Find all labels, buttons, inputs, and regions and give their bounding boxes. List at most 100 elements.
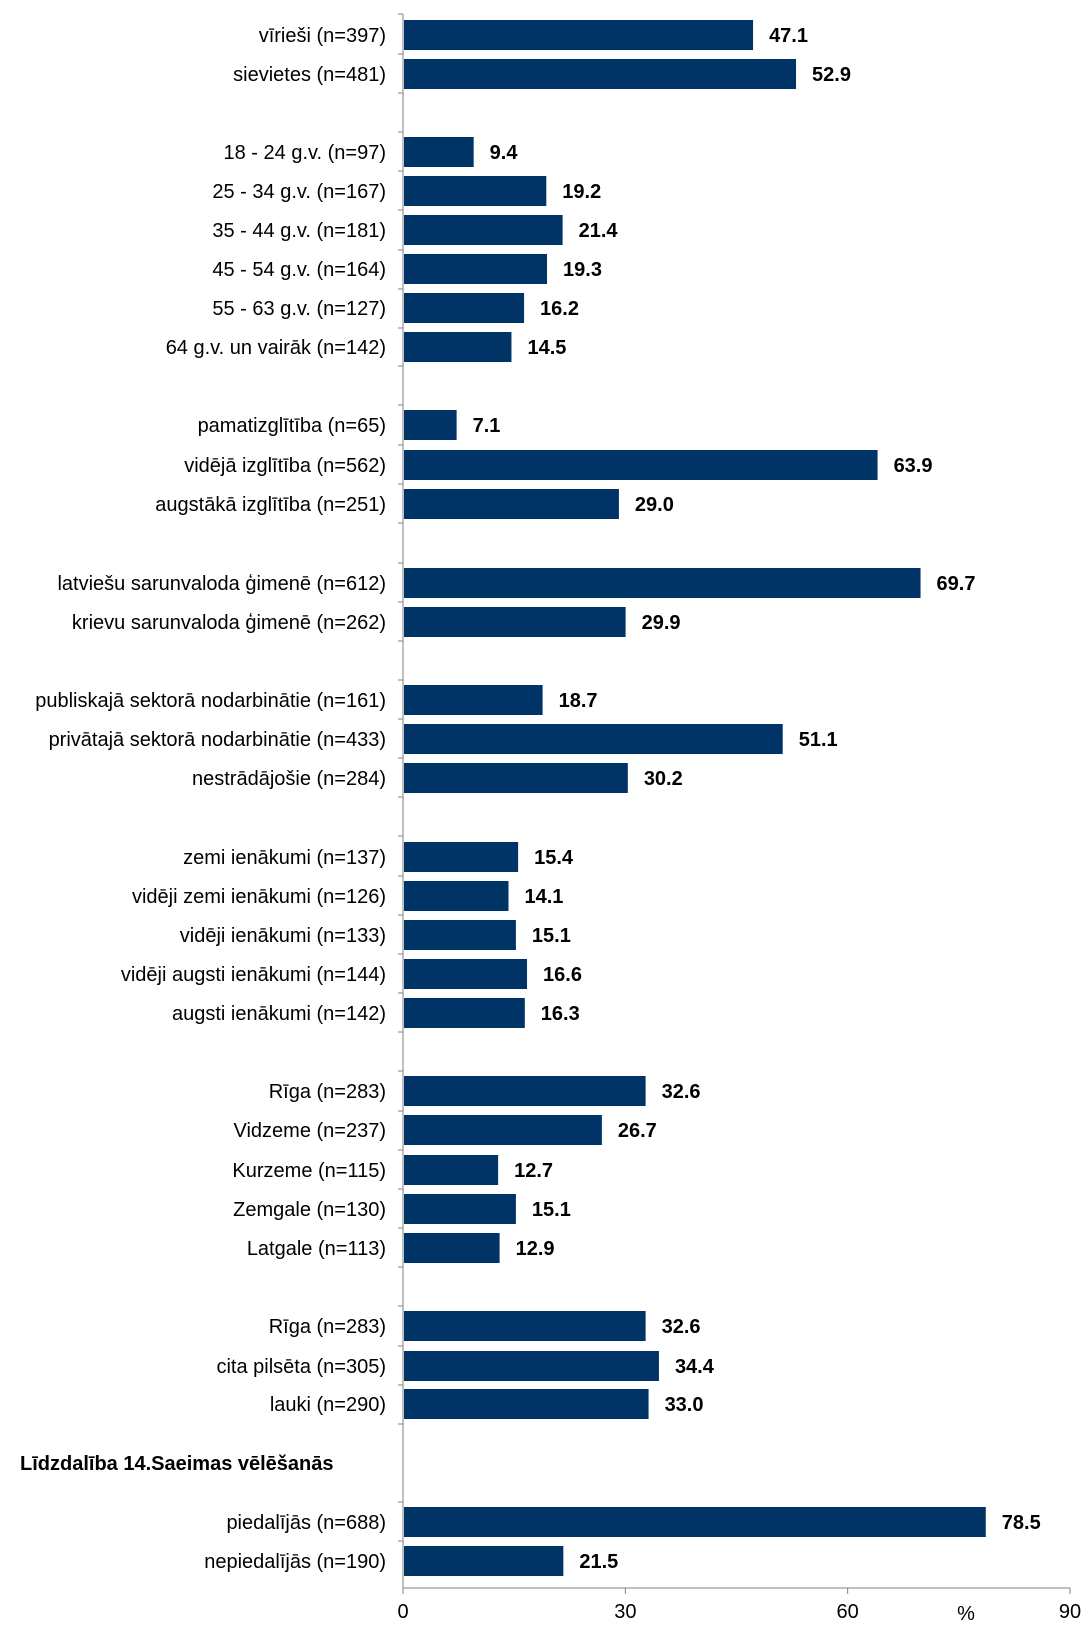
labels-layer: vīrieši (n=397) 47.1 sievietes (n=481) 52.9… bbox=[35, 25, 1040, 1573]
category-label-9: vidējā izglītība (n=562) bbox=[184, 455, 386, 477]
bar-12 bbox=[404, 607, 626, 637]
value-label-18: 15.1 bbox=[532, 925, 571, 947]
value-label-2: 9.4 bbox=[490, 142, 519, 164]
value-label-14: 51.1 bbox=[799, 729, 838, 751]
value-label-8: 7.1 bbox=[473, 415, 501, 437]
category-label-18: vidēji ienākumi (n=133) bbox=[180, 925, 386, 947]
category-label-28: lauki (n=290) bbox=[270, 1394, 386, 1416]
bar-23 bbox=[404, 1155, 499, 1185]
bar-24 bbox=[404, 1194, 516, 1224]
category-label-21: Rīga (n=283) bbox=[269, 1081, 386, 1103]
category-label-23: Kurzeme (n=115) bbox=[232, 1160, 386, 1182]
value-label-21: 32.6 bbox=[662, 1081, 701, 1103]
value-label-25: 12.9 bbox=[516, 1238, 555, 1260]
bar-10 bbox=[404, 489, 619, 519]
bar-18 bbox=[404, 920, 516, 950]
value-label-1: 52.9 bbox=[812, 64, 851, 86]
category-label-24: Zemgale (n=130) bbox=[233, 1199, 386, 1221]
bar-9 bbox=[404, 450, 878, 480]
bar-17 bbox=[404, 881, 509, 911]
value-label-10: 29.0 bbox=[635, 494, 674, 516]
bar-27 bbox=[404, 1351, 659, 1381]
axis-layer: 0 30 60 90 bbox=[397, 13, 1081, 1623]
group-heading-voting: Līdzdalība 14.Saeimas vēlēšanās bbox=[20, 1453, 334, 1475]
value-label-24: 15.1 bbox=[532, 1199, 571, 1221]
category-label-20: augsti ienākumi (n=142) bbox=[172, 1003, 386, 1025]
category-label-17: vidēji zemi ienākumi (n=126) bbox=[132, 886, 386, 908]
value-label-17: 14.1 bbox=[524, 886, 563, 908]
bar-3 bbox=[404, 176, 547, 206]
bar-14 bbox=[404, 724, 783, 754]
category-label-12: krievu sarunvaloda ģimenē (n=262) bbox=[72, 612, 386, 634]
category-label-25: Latgale (n=113) bbox=[247, 1238, 386, 1260]
category-label-3: 25 - 34 g.v. (n=167) bbox=[212, 181, 386, 203]
category-label-7: 64 g.v. un vairāk (n=142) bbox=[166, 337, 386, 359]
bar-21 bbox=[404, 1076, 646, 1106]
category-label-14: privātajā sektorā nodarbinātie (n=433) bbox=[49, 729, 386, 751]
bar-22 bbox=[404, 1115, 602, 1145]
bar-20 bbox=[404, 998, 525, 1028]
value-label-4: 21.4 bbox=[579, 220, 619, 242]
value-label-11: 69.7 bbox=[937, 573, 976, 595]
category-label-0: vīrieši (n=397) bbox=[259, 25, 386, 47]
category-label-27: cita pilsēta (n=305) bbox=[216, 1356, 386, 1378]
category-label-19: vidēji augsti ienākumi (n=144) bbox=[121, 964, 386, 986]
value-label-20: 16.3 bbox=[541, 1003, 580, 1025]
category-label-4: 35 - 44 g.v. (n=181) bbox=[212, 220, 386, 242]
category-label-26: Rīga (n=283) bbox=[269, 1316, 386, 1338]
bar-26 bbox=[404, 1311, 646, 1341]
value-label-12: 29.9 bbox=[642, 612, 681, 634]
category-label-29: piedalījās (n=688) bbox=[226, 1512, 386, 1534]
bar-29 bbox=[404, 1507, 986, 1537]
category-label-11: latviešu sarunvaloda ģimenē (n=612) bbox=[57, 573, 386, 595]
bar-2 bbox=[404, 137, 474, 167]
category-label-1: sievietes (n=481) bbox=[233, 64, 386, 86]
category-label-16: zemi ienākumi (n=137) bbox=[183, 847, 386, 869]
category-label-5: 45 - 54 g.v. (n=164) bbox=[212, 259, 386, 281]
value-label-27: 34.4 bbox=[675, 1356, 715, 1378]
value-label-16: 15.4 bbox=[534, 847, 574, 869]
bar-6 bbox=[404, 293, 525, 323]
value-label-0: 47.1 bbox=[769, 25, 808, 47]
x-tick-label-2: 60 bbox=[837, 1601, 859, 1623]
x-tick-label-1: 30 bbox=[614, 1601, 636, 1623]
value-label-5: 19.3 bbox=[563, 259, 602, 281]
category-label-15: nestrādājošie (n=284) bbox=[192, 768, 386, 790]
x-tick-label-0: 0 bbox=[397, 1601, 408, 1623]
value-label-28: 33.0 bbox=[665, 1394, 704, 1416]
category-label-22: Vidzeme (n=237) bbox=[234, 1120, 387, 1142]
bar-5 bbox=[404, 254, 548, 284]
bar-25 bbox=[404, 1233, 500, 1263]
bar-19 bbox=[404, 959, 528, 989]
bar-7 bbox=[404, 332, 512, 362]
bars-layer bbox=[404, 20, 986, 1576]
x-tick-label-3: 90 bbox=[1059, 1601, 1081, 1623]
bar-15 bbox=[404, 763, 628, 793]
value-label-6: 16.2 bbox=[540, 298, 579, 320]
value-label-7: 14.5 bbox=[527, 337, 566, 359]
category-label-6: 55 - 63 g.v. (n=127) bbox=[212, 298, 386, 320]
value-label-9: 63.9 bbox=[894, 455, 933, 477]
bar-11 bbox=[404, 568, 921, 598]
bar-28 bbox=[404, 1389, 649, 1419]
bar-30 bbox=[404, 1546, 564, 1576]
value-label-29: 78.5 bbox=[1002, 1512, 1041, 1534]
value-label-30: 21.5 bbox=[579, 1551, 618, 1573]
bar-8 bbox=[404, 410, 457, 440]
value-label-22: 26.7 bbox=[618, 1120, 657, 1142]
bar-4 bbox=[404, 215, 563, 245]
bar-1 bbox=[404, 59, 797, 89]
axis-unit-label: % bbox=[957, 1603, 975, 1625]
value-label-13: 18.7 bbox=[559, 690, 598, 712]
bar-13 bbox=[404, 685, 543, 715]
value-label-26: 32.6 bbox=[662, 1316, 701, 1338]
category-label-10: augstākā izglītība (n=251) bbox=[155, 494, 386, 516]
category-label-8: pamatizglītība (n=65) bbox=[198, 415, 386, 437]
value-label-15: 30.2 bbox=[644, 768, 683, 790]
category-label-13: publiskajā sektorā nodarbinātie (n=161) bbox=[35, 690, 386, 712]
bar-16 bbox=[404, 842, 519, 872]
value-label-23: 12.7 bbox=[514, 1160, 553, 1182]
category-label-2: 18 - 24 g.v. (n=97) bbox=[224, 142, 387, 164]
category-label-30: nepiedalījās (n=190) bbox=[204, 1551, 386, 1573]
